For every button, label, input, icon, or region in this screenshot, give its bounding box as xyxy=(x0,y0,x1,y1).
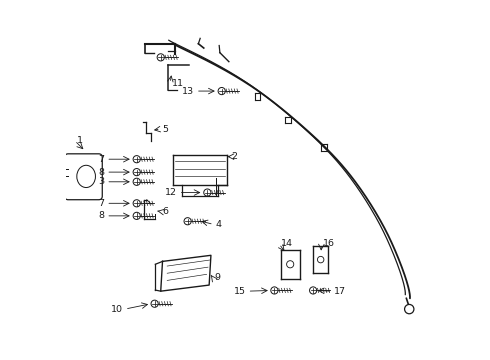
Text: 3: 3 xyxy=(98,177,104,186)
Text: 7: 7 xyxy=(98,199,104,208)
Text: 1: 1 xyxy=(76,136,82,145)
Text: 17: 17 xyxy=(334,287,346,296)
Text: 10: 10 xyxy=(111,305,123,314)
Text: 13: 13 xyxy=(182,86,194,95)
Text: 12: 12 xyxy=(165,188,177,197)
Text: 14: 14 xyxy=(281,239,293,248)
Text: 15: 15 xyxy=(234,287,245,296)
Text: 5: 5 xyxy=(163,125,169,134)
Text: 6: 6 xyxy=(163,207,169,216)
Text: 4: 4 xyxy=(216,220,221,229)
Text: 9: 9 xyxy=(215,273,220,282)
Text: 11: 11 xyxy=(172,79,184,88)
Text: 7: 7 xyxy=(98,155,104,164)
Text: 16: 16 xyxy=(323,239,335,248)
Text: 8: 8 xyxy=(98,211,104,220)
Text: 8: 8 xyxy=(98,168,104,177)
Text: 2: 2 xyxy=(231,152,237,161)
